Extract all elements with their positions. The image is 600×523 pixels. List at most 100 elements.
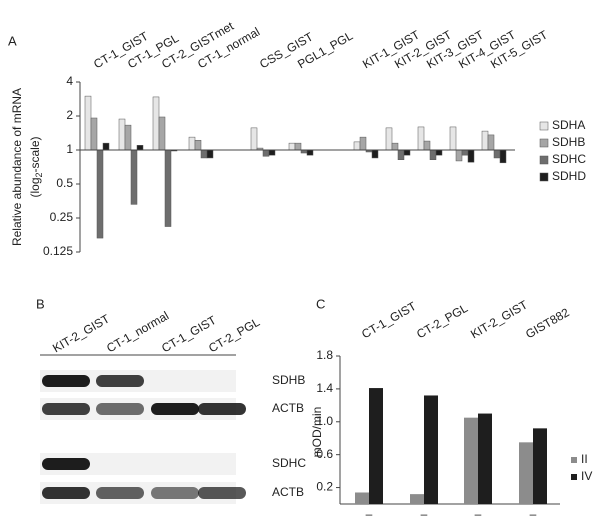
bar [449,126,457,151]
blot-background [40,453,236,475]
bar [262,149,270,157]
row-label: SDHC [272,456,306,470]
legend-label: SDHC [552,152,586,166]
y-tick-label: 0.6 [316,447,333,461]
bar [371,149,379,159]
y-tick-label: 0.5 [56,176,73,190]
y-tick-label: 1.0 [316,414,333,428]
legend-swatch [539,172,549,182]
panel-label: C [316,296,325,311]
legend-label: SDHA [552,118,585,132]
y-tick-label: 0.25 [50,210,74,224]
x-tick-label: GIST882 [523,305,572,341]
bar [385,127,393,151]
lane-label: KIT-2_GIST [50,311,112,355]
legend-label: IV [581,469,592,483]
bar [96,149,104,239]
x-tick-label: KIT-2_GIST [468,297,530,341]
bar [118,118,126,151]
legend-label: SDHB [552,135,585,149]
y-axis-label-part: (log [28,178,42,198]
bar [403,149,411,156]
bar [288,142,296,151]
y-axis-label-part: -scale) [28,136,42,172]
bar [200,149,208,159]
bar [478,413,492,504]
bar [188,136,196,151]
bar [519,442,533,504]
bar [533,428,547,504]
blot-band [151,487,199,499]
blot-band [198,403,246,415]
y-axis-label: Relative abundance of mRNA [10,88,24,246]
bar [410,494,424,504]
bar [90,117,98,151]
blot-band [42,375,90,387]
legend-swatch [539,155,549,165]
bar [124,124,132,151]
blot-band [42,458,90,470]
legend-swatch [571,474,577,480]
bar [461,149,469,156]
bar [487,134,495,151]
bar [84,95,92,151]
y-axis-label-sub: 2 [34,172,44,177]
bar [369,388,383,504]
panel-label: A [8,33,17,48]
blot-band [198,487,246,499]
y-tick-label: 0.2 [316,480,333,494]
bar [306,149,314,156]
bar [268,149,276,156]
bar [353,141,361,151]
bar [481,130,489,151]
bar [164,149,172,227]
bar [206,149,214,159]
bar [102,142,110,151]
x-sublabel: – [530,507,537,521]
panel-label: B [36,296,45,311]
y-tick-label: 1.4 [316,381,333,395]
y-tick-label: 4 [66,74,73,88]
x-sublabel: – [366,507,373,521]
bar [424,395,438,504]
row-label: ACTB [272,401,304,415]
blot-band [42,487,90,499]
bar [130,149,138,205]
bar [464,417,478,504]
blot-band [151,403,199,415]
x-sublabel: – [421,507,428,521]
bar [423,140,431,151]
bar [355,492,369,504]
bar [152,96,160,151]
y-tick-label: 0.125 [43,244,73,258]
blot-band [96,375,144,387]
bar [158,116,166,151]
bar [397,149,405,160]
y-tick-label: 2 [66,108,73,122]
blot-band [42,403,90,415]
bar [194,139,202,151]
row-label: ACTB [272,485,304,499]
bar [435,149,443,156]
bar [493,149,501,159]
bar [136,145,144,151]
y-axis-label: (log2-scale) [28,136,44,197]
bar [467,149,475,163]
bar [359,136,367,151]
blot-band [96,403,144,415]
bar [250,127,258,151]
bar [417,126,425,151]
blot-band [96,487,144,499]
bar [455,149,463,162]
legend-swatch [539,138,549,148]
x-sublabel: – [475,507,482,521]
bar [294,142,302,151]
y-tick-label: 1.8 [316,348,333,362]
bar [391,142,399,151]
row-label: SDHB [272,373,305,387]
y-axis-label: mOD/min [310,407,324,458]
legend-swatch [539,121,549,131]
legend-label: SDHD [552,169,586,183]
x-tick-label: CT-1_GIST [359,299,419,342]
